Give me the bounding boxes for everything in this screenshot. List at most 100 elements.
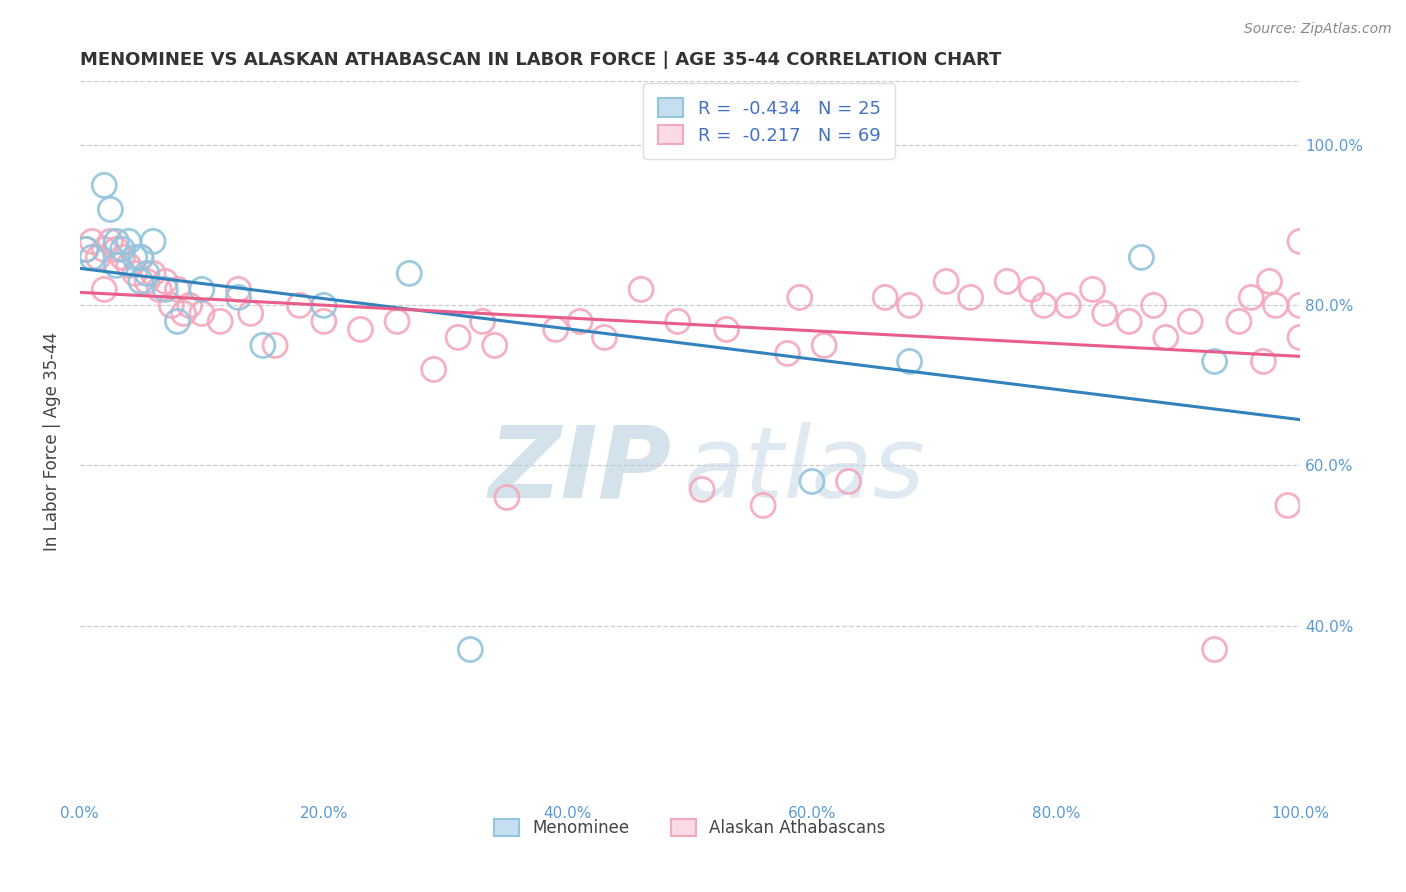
Point	[995, 274, 1018, 288]
Y-axis label: In Labor Force | Age 35-44: In Labor Force | Age 35-44	[44, 332, 60, 551]
Legend: Menominee, Alaskan Athabascans: Menominee, Alaskan Athabascans	[488, 812, 893, 844]
Point	[75, 243, 97, 257]
Point	[105, 259, 128, 273]
Point	[118, 259, 141, 273]
Text: MENOMINEE VS ALASKAN ATHABASCAN IN LABOR FORCE | AGE 35-44 CORRELATION CHART: MENOMINEE VS ALASKAN ATHABASCAN IN LABOR…	[80, 51, 1001, 69]
Point	[716, 322, 738, 336]
Point	[935, 274, 957, 288]
Point	[155, 282, 177, 296]
Point	[484, 338, 506, 352]
Point	[124, 251, 146, 265]
Point	[1021, 282, 1043, 296]
Point	[100, 202, 122, 217]
Point	[1081, 282, 1104, 296]
Point	[312, 314, 335, 328]
Point	[166, 314, 188, 328]
Point	[105, 243, 128, 257]
Text: ZIP: ZIP	[489, 422, 672, 519]
Point	[111, 251, 134, 265]
Point	[776, 346, 799, 360]
Point	[349, 322, 371, 336]
Point	[1227, 314, 1250, 328]
Point	[460, 642, 482, 657]
Point	[1289, 235, 1312, 249]
Point	[630, 282, 652, 296]
Point	[191, 282, 214, 296]
Point	[1204, 642, 1226, 657]
Point	[166, 282, 188, 296]
Point	[1289, 298, 1312, 312]
Point	[173, 306, 195, 320]
Point	[593, 330, 616, 344]
Point	[1277, 499, 1299, 513]
Point	[142, 235, 165, 249]
Point	[129, 251, 152, 265]
Point	[239, 306, 262, 320]
Point	[118, 235, 141, 249]
Point	[80, 251, 103, 265]
Point	[1180, 314, 1202, 328]
Point	[1240, 290, 1263, 304]
Point	[398, 267, 420, 281]
Point	[1204, 354, 1226, 368]
Point	[898, 354, 921, 368]
Point	[93, 243, 115, 257]
Point	[690, 483, 713, 497]
Point	[142, 267, 165, 281]
Point	[129, 274, 152, 288]
Point	[288, 298, 311, 312]
Point	[544, 322, 567, 336]
Point	[471, 314, 494, 328]
Point	[93, 178, 115, 193]
Point	[1032, 298, 1054, 312]
Point	[100, 235, 122, 249]
Point	[93, 282, 115, 296]
Point	[105, 235, 128, 249]
Point	[1142, 298, 1164, 312]
Point	[1289, 330, 1312, 344]
Point	[209, 314, 232, 328]
Point	[385, 314, 408, 328]
Point	[228, 282, 250, 296]
Point	[800, 475, 823, 489]
Point	[898, 298, 921, 312]
Point	[447, 330, 470, 344]
Point	[179, 298, 201, 312]
Point	[75, 243, 97, 257]
Point	[111, 243, 134, 257]
Point	[959, 290, 981, 304]
Point	[87, 251, 110, 265]
Point	[160, 298, 183, 312]
Point	[1118, 314, 1140, 328]
Point	[228, 290, 250, 304]
Point	[496, 491, 519, 505]
Point	[252, 338, 274, 352]
Point	[789, 290, 811, 304]
Point	[1258, 274, 1281, 288]
Point	[1130, 251, 1153, 265]
Point	[875, 290, 897, 304]
Text: Source: ZipAtlas.com: Source: ZipAtlas.com	[1244, 22, 1392, 37]
Point	[136, 267, 159, 281]
Point	[129, 251, 152, 265]
Text: atlas: atlas	[683, 422, 925, 519]
Point	[813, 338, 835, 352]
Point	[191, 306, 214, 320]
Point	[1057, 298, 1080, 312]
Point	[148, 282, 170, 296]
Point	[124, 267, 146, 281]
Point	[1094, 306, 1116, 320]
Point	[1154, 330, 1177, 344]
Point	[1264, 298, 1286, 312]
Point	[264, 338, 287, 352]
Point	[838, 475, 860, 489]
Point	[569, 314, 592, 328]
Point	[1253, 354, 1275, 368]
Point	[422, 362, 444, 376]
Point	[666, 314, 689, 328]
Point	[752, 499, 775, 513]
Point	[80, 235, 103, 249]
Point	[136, 274, 159, 288]
Point	[155, 274, 177, 288]
Point	[312, 298, 335, 312]
